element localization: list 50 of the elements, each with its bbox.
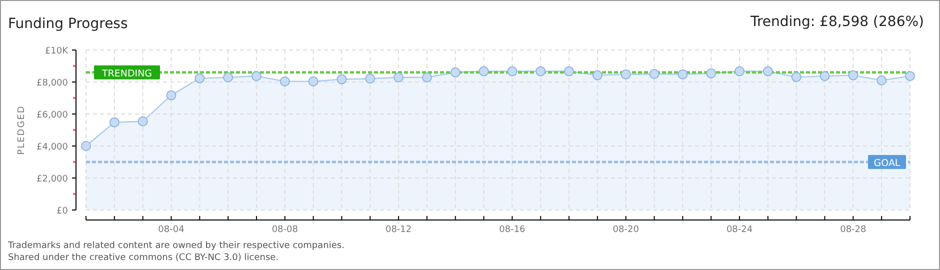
- point: [478, 66, 489, 76]
- point: [536, 66, 546, 76]
- y-tick-label: £6,000: [36, 110, 68, 120]
- point: [422, 72, 432, 82]
- chart-subtitle: Trending: £8,598 (286%): [749, 14, 924, 30]
- point: [762, 66, 773, 76]
- y-tick-label: £2,000: [36, 174, 68, 184]
- text: Trademarks and related content are owned by their respective companies.: [7, 241, 344, 251]
- point: [620, 69, 631, 80]
- x-tick-label: 08-16: [499, 225, 526, 235]
- point: [678, 69, 688, 80]
- point: [81, 141, 91, 151]
- x-tick-label: 08-28: [840, 225, 867, 235]
- text: Shared under the creative commons (CC BY-NC 3.0) license.: [8, 253, 279, 263]
- point: [280, 76, 290, 86]
- y-tick-label: £0: [56, 206, 68, 216]
- x-tick-label: 08-08: [272, 225, 298, 235]
- y-axis-title: PLEDGED: [17, 105, 27, 155]
- point: [138, 116, 148, 126]
- point: [564, 66, 574, 76]
- point: [706, 68, 716, 78]
- y-tick-label: £10K: [44, 46, 70, 56]
- point: [734, 66, 745, 76]
- chart-title: Funding Progress: [8, 16, 128, 32]
- point: [109, 117, 120, 128]
- x-tick-label: 08-04: [158, 225, 185, 235]
- point: [848, 70, 858, 80]
- point: [308, 76, 318, 86]
- point: [649, 69, 660, 79]
- ref-line-label: GOAL: [874, 158, 901, 169]
- ref-line-label: TRENDING: [100, 68, 152, 80]
- point: [820, 71, 830, 82]
- point: [592, 70, 602, 80]
- point: [336, 74, 347, 84]
- point: [365, 74, 376, 84]
- point: [394, 72, 404, 82]
- y-tick-label: £8,000: [36, 78, 68, 88]
- y-tick-label: £4,000: [36, 142, 68, 152]
- x-tick-label: 08-20: [612, 225, 640, 235]
- point: [450, 67, 460, 78]
- point: [223, 72, 234, 82]
- point: [507, 66, 518, 76]
- point: [194, 73, 205, 84]
- point: [905, 71, 915, 82]
- point: [876, 75, 887, 86]
- point: [251, 71, 262, 82]
- x-tick-label: 08-24: [726, 225, 753, 235]
- point: [791, 72, 802, 82]
- x-tick-label: 08-12: [385, 225, 412, 235]
- point: [166, 90, 176, 100]
